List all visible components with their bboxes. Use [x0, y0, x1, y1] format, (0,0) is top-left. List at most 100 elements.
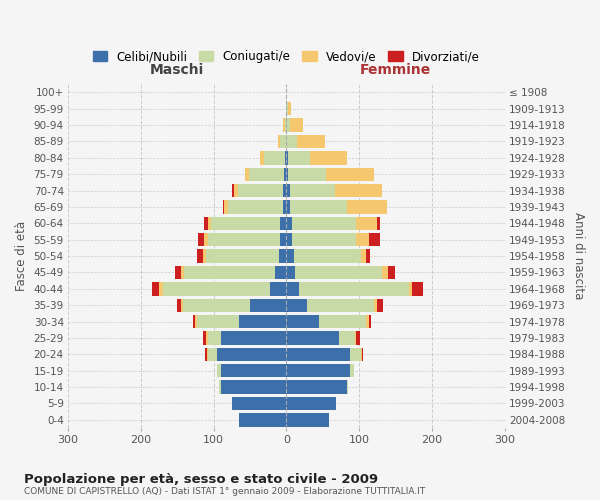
Bar [152, 282, 159, 296]
Bar [198, 233, 204, 246]
Bar [286, 168, 289, 181]
Bar [286, 348, 350, 361]
Bar [239, 413, 286, 426]
Bar [355, 332, 356, 344]
Bar [208, 216, 211, 230]
Bar [286, 380, 347, 394]
Bar [203, 332, 206, 344]
Bar [279, 250, 286, 263]
Bar [197, 315, 239, 328]
Bar [181, 298, 183, 312]
Bar [183, 298, 250, 312]
Bar [286, 397, 336, 410]
Bar [265, 151, 285, 164]
Bar [286, 200, 290, 213]
Bar [299, 282, 409, 296]
Text: COMUNE DI CAPISTRELLO (AQ) - Dati ISTAT 1° gennaio 2009 - Elaborazione TUTTITALI: COMUNE DI CAPISTRELLO (AQ) - Dati ISTAT … [24, 487, 425, 496]
Bar [283, 184, 286, 198]
Bar [288, 151, 310, 164]
Bar [286, 364, 350, 378]
Bar [204, 216, 208, 230]
Bar [350, 364, 354, 378]
Bar [367, 250, 370, 263]
Bar [221, 364, 286, 378]
Bar [326, 168, 374, 181]
Text: Maschi: Maschi [150, 64, 204, 78]
Bar [203, 250, 206, 263]
Bar [239, 315, 286, 328]
Bar [181, 266, 184, 279]
Bar [362, 348, 364, 361]
Bar [350, 348, 361, 361]
Bar [286, 413, 329, 426]
Bar [286, 233, 292, 246]
Bar [285, 118, 286, 132]
Bar [280, 216, 286, 230]
Bar [286, 135, 297, 148]
Bar [377, 298, 383, 312]
Bar [409, 282, 412, 296]
Bar [221, 380, 286, 394]
Bar [208, 233, 280, 246]
Bar [286, 298, 307, 312]
Bar [388, 266, 395, 279]
Y-axis label: Fasce di età: Fasce di età [15, 221, 28, 291]
Bar [197, 250, 203, 263]
Bar [286, 250, 293, 263]
Bar [377, 216, 380, 230]
Bar [356, 216, 377, 230]
Y-axis label: Anni di nascita: Anni di nascita [572, 212, 585, 300]
Bar [280, 135, 286, 148]
Bar [159, 282, 163, 296]
Bar [228, 200, 283, 213]
Bar [297, 135, 325, 148]
Bar [204, 233, 208, 246]
Bar [217, 364, 221, 378]
Bar [356, 233, 369, 246]
Bar [224, 200, 228, 213]
Bar [368, 315, 371, 328]
Bar [286, 266, 295, 279]
Bar [184, 266, 275, 279]
Bar [290, 118, 303, 132]
Bar [283, 200, 286, 213]
Bar [367, 315, 368, 328]
Bar [245, 168, 249, 181]
Bar [207, 348, 208, 361]
Bar [232, 397, 286, 410]
Text: Popolazione per età, sesso e stato civile - 2009: Popolazione per età, sesso e stato civil… [24, 472, 378, 486]
Bar [339, 332, 355, 344]
Bar [232, 184, 234, 198]
Bar [286, 332, 339, 344]
Bar [293, 250, 361, 263]
Bar [284, 168, 286, 181]
Bar [361, 250, 367, 263]
Bar [220, 380, 221, 394]
Bar [260, 151, 265, 164]
Bar [285, 151, 286, 164]
Bar [211, 216, 280, 230]
Bar [234, 184, 238, 198]
Bar [223, 200, 224, 213]
Bar [356, 332, 360, 344]
Bar [275, 266, 286, 279]
Bar [286, 216, 292, 230]
Bar [205, 348, 207, 361]
Bar [382, 266, 388, 279]
Bar [412, 282, 423, 296]
Bar [270, 282, 286, 296]
Bar [286, 102, 288, 116]
Bar [292, 216, 356, 230]
Bar [208, 348, 217, 361]
Bar [286, 282, 299, 296]
Bar [283, 118, 285, 132]
Bar [307, 298, 374, 312]
Bar [206, 332, 208, 344]
Bar [208, 332, 221, 344]
Bar [286, 118, 290, 132]
Bar [310, 151, 347, 164]
Bar [249, 168, 284, 181]
Bar [221, 332, 286, 344]
Bar [177, 298, 181, 312]
Bar [193, 315, 196, 328]
